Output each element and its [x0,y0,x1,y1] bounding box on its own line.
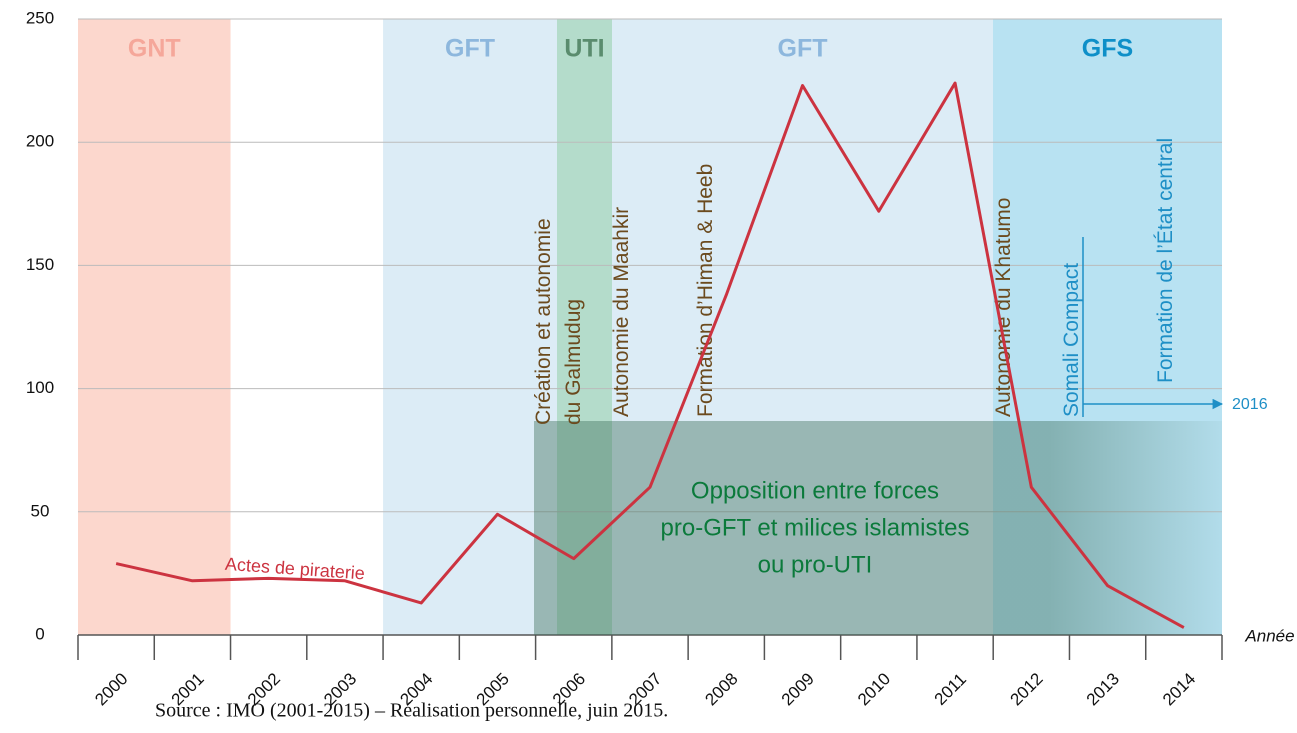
annotation: Création et autonomie [532,218,555,425]
period-label: GFT [778,35,828,63]
opposition-text: ou pro-UTI [758,551,873,578]
x-tick-label: 2009 [778,669,818,709]
opposition-text: pro-GFT et milices islamistes [661,514,970,541]
annotation: du Galmudug [562,299,585,425]
x-tick-label: 2012 [1007,669,1047,709]
y-tick-label: 200 [26,132,54,151]
x-tick-label: 2013 [1083,669,1123,709]
y-tick-label: 150 [26,255,54,274]
period-label: GFT [445,35,495,63]
x-axis-label: Année [1244,626,1294,645]
y-tick-label: 100 [26,378,54,397]
data-line [115,81,1185,629]
x-tick-label: 2011 [931,670,970,709]
y-tick-label: 250 [26,8,54,27]
annotation: Autonomie du Maahkir [610,207,633,417]
period-band [383,19,557,635]
x-tick-label: 2000 [91,669,131,709]
period-label: UTI [564,35,604,63]
annotation: 2016 [1232,396,1268,413]
period-label: GFS [1082,35,1133,63]
annotation: Formation de l’État central [1154,138,1177,383]
annotation: Formation d’Himan & Heeb [694,164,717,417]
period-band [78,19,231,635]
x-tick-label: 2014 [1159,669,1199,709]
y-tick-label: 50 [31,501,50,520]
opposition-text: Opposition entre forces [691,477,939,504]
x-tick-label: 2008 [701,669,741,709]
x-tick-label: 2010 [854,669,894,709]
y-tick-label: 0 [35,624,44,643]
source: Source : IMO (2001-2015) – Réalisation p… [155,700,668,722]
opposition-box [534,421,1222,635]
period-label: GNT [128,35,181,63]
annotation: Somali Compact [1060,263,1083,417]
